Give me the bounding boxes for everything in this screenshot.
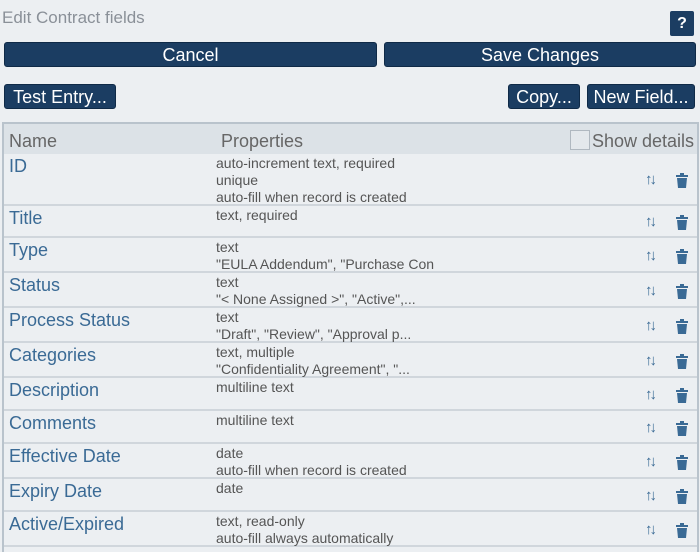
field-name[interactable]: Expiry Date — [9, 481, 103, 501]
reorder-icon[interactable]: ↑↓ — [645, 418, 657, 436]
field-name[interactable]: Effective Date — [9, 446, 121, 466]
property-line: text, required — [216, 207, 298, 223]
save-changes-button[interactable]: Save Changes — [384, 42, 696, 67]
reorder-icon[interactable]: ↑↓ — [645, 281, 657, 299]
property-line: text, multiple — [216, 344, 295, 360]
field-properties: text "EULA Addendum", "Purchase Con — [216, 239, 434, 273]
property-line: date — [216, 445, 244, 461]
field-properties: date — [216, 480, 243, 497]
field-name[interactable]: Description — [9, 380, 100, 400]
table-row[interactable]: Description multiline text ↑↓ — [4, 378, 697, 411]
show-details-label[interactable]: Show details — [592, 131, 695, 151]
table-row[interactable]: Title text, required ↑↓ — [4, 206, 697, 238]
field-properties: text, read-only auto-fill always automati… — [216, 513, 393, 547]
table-row[interactable]: Expiry Date date ↑↓ — [4, 479, 697, 512]
help-button[interactable]: ? — [670, 11, 694, 36]
reorder-icon[interactable]: ↑↓ — [645, 246, 657, 264]
table-row[interactable]: Process Status text "Draft", "Review", "Ap… — [4, 308, 697, 343]
reorder-icon[interactable]: ↑↓ — [645, 171, 657, 188]
properties-column-header: Properties — [221, 131, 304, 151]
name-column-header: Name — [9, 131, 58, 151]
test-entry-button[interactable]: Test Entry... — [4, 84, 116, 109]
reorder-icon[interactable]: ↑↓ — [645, 452, 657, 470]
copy-button[interactable]: Copy... — [508, 84, 580, 109]
cancel-button[interactable]: Cancel — [4, 42, 377, 67]
trash-icon[interactable] — [676, 420, 688, 436]
reorder-icon[interactable]: ↑↓ — [645, 385, 657, 403]
field-name[interactable]: Process Status — [9, 310, 131, 330]
trash-icon[interactable] — [676, 173, 688, 188]
table-row[interactable]: Categories text, multiple "Confidentiality… — [4, 343, 697, 378]
field-properties: multiline text — [216, 379, 294, 396]
new-field-button[interactable]: New Field... — [587, 84, 695, 109]
property-line: multiline text — [216, 412, 294, 428]
reorder-icon[interactable]: ↑↓ — [645, 486, 657, 504]
table-row[interactable]: ID auto-increment text, required unique aut… — [4, 154, 697, 206]
trash-icon[interactable] — [676, 488, 688, 504]
trash-icon[interactable] — [676, 283, 688, 299]
field-properties: text, required — [216, 207, 298, 224]
table-header: Name Properties Show details — [4, 124, 697, 154]
field-properties: auto-increment text, required unique auto-… — [216, 155, 407, 206]
show-details-checkbox[interactable] — [570, 130, 590, 150]
table-row[interactable]: Effective Date date auto-fill when record … — [4, 444, 697, 479]
property-line: "Draft", "Review", "Approval p... — [216, 326, 412, 342]
trash-icon[interactable] — [676, 522, 688, 538]
field-properties: date auto-fill when record is created — [216, 445, 407, 479]
field-name[interactable]: Type — [9, 240, 49, 260]
property-line: "EULA Addendum", "Purchase Con — [216, 256, 435, 272]
reorder-icon[interactable]: ↑↓ — [645, 316, 657, 334]
field-properties: multiline text — [216, 412, 294, 429]
property-line: auto-fill when record is created — [216, 462, 407, 478]
trash-icon[interactable] — [676, 454, 688, 470]
field-name[interactable]: Active/Expired — [9, 514, 125, 534]
reorder-icon[interactable]: ↑↓ — [645, 520, 657, 538]
trash-icon[interactable] — [676, 318, 688, 334]
property-line: auto-increment text, required — [216, 155, 395, 171]
field-properties: text "Draft", "Review", "Approval p... — [216, 309, 411, 343]
property-line: text, read-only — [216, 513, 305, 529]
field-name[interactable]: Title — [9, 208, 43, 228]
reorder-icon[interactable]: ↑↓ — [645, 351, 657, 369]
fields-table: Name Properties Show details ID auto-incr… — [2, 122, 699, 552]
table-row[interactable]: Status text "< None Assigned >", "Active",… — [4, 273, 697, 308]
property-line: unique — [216, 172, 259, 188]
property-line: multiline text — [216, 379, 294, 395]
property-line: auto-fill when record is created — [216, 189, 407, 205]
property-line: text — [216, 239, 239, 255]
trash-icon[interactable] — [676, 353, 688, 369]
property-line: date — [216, 480, 244, 496]
trash-icon[interactable] — [676, 248, 688, 264]
field-properties: text, multiple "Confidentiality Agreement… — [216, 344, 410, 378]
property-line: text — [216, 309, 239, 325]
field-name[interactable]: ID — [9, 156, 27, 176]
table-row[interactable]: Active/Expired text, read-only auto-fill a… — [4, 512, 697, 547]
field-name[interactable]: Categories — [9, 345, 97, 365]
field-name[interactable]: Comments — [9, 413, 97, 433]
table-row[interactable]: Comments multiline text ↑↓ — [4, 411, 697, 444]
field-name[interactable]: Status — [9, 275, 61, 295]
trash-icon[interactable] — [676, 387, 688, 403]
property-line: auto-fill always automatically — [216, 530, 394, 546]
property-line: "Confidentiality Agreement", "... — [216, 361, 410, 377]
page-title: Edit Contract fields — [2, 8, 145, 27]
table-row[interactable]: Type text "EULA Addendum", "Purchase Con ↑↓ — [4, 238, 697, 273]
trash-icon[interactable] — [676, 215, 688, 230]
property-line: "< None Assigned >", "Active",... — [216, 291, 416, 307]
field-properties: text "< None Assigned >", "Active",... — [216, 274, 416, 308]
property-line: text — [216, 274, 239, 290]
reorder-icon[interactable]: ↑↓ — [645, 213, 657, 230]
